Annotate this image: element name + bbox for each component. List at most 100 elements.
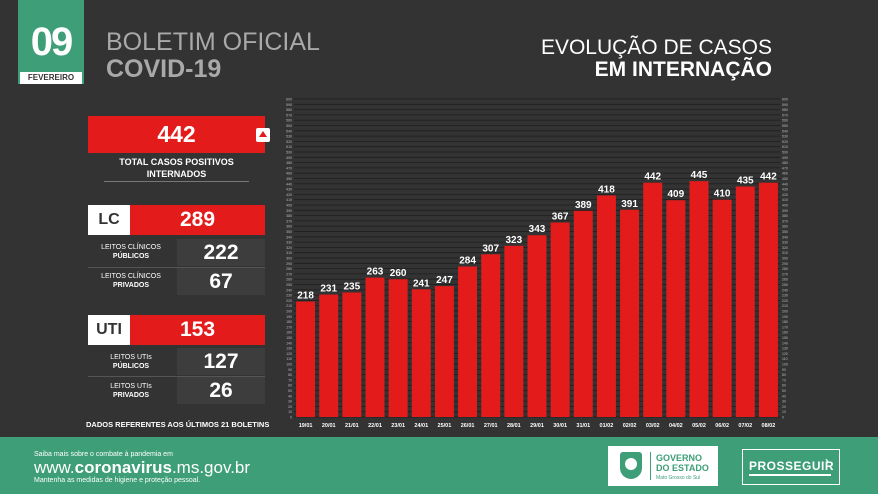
uti-public-value: 127	[177, 348, 265, 375]
y-tick-label-right: 140	[782, 341, 788, 345]
y-tick-label-right: 500	[782, 151, 788, 155]
y-tick-label-left: 20	[288, 405, 292, 409]
y-tick-label-left: 410	[286, 198, 292, 202]
y-tick-label-left: 280	[286, 267, 292, 271]
y-tick-label-right: 300	[782, 257, 788, 261]
y-tick-label-left: 170	[286, 325, 292, 329]
lc-public-label: LEITOS CLÍNICOS PÚBLICOS	[88, 243, 174, 261]
bar	[296, 301, 316, 417]
bar	[596, 195, 616, 417]
lc-tag: LC	[88, 205, 130, 235]
y-tick-label-right: 60	[782, 384, 786, 388]
x-tick-label: 05/02	[692, 423, 706, 429]
footer-url[interactable]: www.coronavirus.ms.gov.br	[34, 458, 250, 478]
url-bold: coronavirus	[74, 458, 172, 477]
y-tick-label-right: 250	[782, 283, 788, 287]
y-tick-label-left: 370	[286, 219, 292, 223]
footer-info: Saiba mais sobre o combate à pandemia em	[34, 451, 173, 458]
bar	[573, 210, 593, 417]
divider	[104, 181, 249, 182]
url-prefix: www.	[34, 458, 75, 477]
y-tick-label-left: 150	[286, 336, 292, 340]
data-label: 367	[552, 211, 569, 222]
y-tick-label-right: 410	[782, 198, 788, 202]
divider	[749, 474, 831, 476]
x-tick-label: 31/01	[576, 423, 590, 429]
x-tick-label: 29/01	[530, 423, 544, 429]
y-tick-label-right: 370	[782, 219, 788, 223]
y-tick-label-right: 320	[782, 246, 788, 250]
y-tick-label-left: 470	[286, 166, 292, 170]
y-tick-label-left: 120	[286, 352, 292, 356]
y-tick-label-right: 0	[782, 416, 784, 420]
uti-public-label: LEITOS UTIs PÚBLICOS	[88, 353, 174, 371]
y-tick-label-right: 50	[782, 389, 786, 393]
bar	[620, 209, 640, 417]
y-tick-label-left: 70	[288, 378, 292, 382]
y-tick-label-left: 250	[286, 283, 292, 287]
y-tick-label-right: 230	[782, 294, 788, 298]
y-tick-label-left: 160	[286, 331, 292, 335]
date-day: 09	[30, 20, 74, 64]
x-tick-label: 30/01	[553, 423, 567, 429]
y-tick-label-left: 460	[286, 172, 292, 176]
lc-public-label-line2: PÚBLICOS	[112, 253, 150, 260]
date-badge: 09 FEVEREIRO	[18, 0, 84, 84]
uti-public-label-line2: PÚBLICOS	[112, 363, 150, 370]
y-tick-label-right: 600	[782, 98, 788, 102]
y-tick-label-left: 270	[286, 272, 292, 276]
bar	[712, 199, 732, 417]
y-tick-label-left: 510	[286, 145, 292, 149]
y-tick-label-right: 290	[782, 262, 788, 266]
y-tick-label-left: 230	[286, 294, 292, 298]
y-tick-label-left: 300	[286, 257, 292, 261]
gov-sub: Mato Grosso do Sul	[656, 475, 701, 481]
chart-title-line2: EM INTERNAÇÃO	[594, 58, 772, 81]
bulletin-title: BOLETIM OFICIAL COVID-19	[106, 29, 320, 83]
x-tick-label: 26/01	[461, 423, 475, 429]
y-tick-label-left: 390	[286, 209, 292, 213]
y-tick-label-right: 380	[782, 214, 788, 218]
y-tick-label-left: 260	[286, 278, 292, 282]
y-tick-label-left: 340	[286, 235, 292, 239]
x-tick-label: 27/01	[484, 423, 498, 429]
data-label: 218	[297, 290, 314, 301]
y-tick-label-left: 450	[286, 177, 292, 181]
y-tick-label-left: 320	[286, 246, 292, 250]
prosseguir-logo: PROSSEGUIR ›	[742, 449, 840, 485]
uti-private-label: LEITOS UTIs PRIVADOS	[88, 382, 174, 400]
y-tick-label-right: 570	[782, 113, 788, 117]
data-label: 389	[575, 200, 592, 211]
y-tick-label-right: 580	[782, 108, 788, 112]
y-tick-label-right: 260	[782, 278, 788, 282]
data-label: 409	[668, 189, 685, 200]
lc-private-label-line1: LEITOS CLÍNICOS	[101, 273, 161, 280]
government-logo: GOVERNO DO ESTADO Mato Grosso do Sul	[608, 446, 718, 486]
title-line1: BOLETIM OFICIAL	[106, 28, 320, 56]
x-tick-label: 24/01	[414, 423, 428, 429]
uti-private-label-line1: LEITOS UTIs	[110, 383, 152, 390]
bar	[411, 289, 431, 417]
y-tick-label-left: 90	[288, 368, 292, 372]
data-label: 231	[320, 284, 337, 295]
y-tick-label-right: 350	[782, 230, 788, 234]
x-tick-label: 22/01	[368, 423, 382, 429]
y-tick-label-right: 310	[782, 251, 788, 255]
y-tick-label-left: 590	[286, 103, 292, 107]
lc-private-label: LEITOS CLÍNICOS PRIVADOS	[88, 272, 174, 290]
y-tick-label-right: 470	[782, 166, 788, 170]
y-tick-label-left: 360	[286, 225, 292, 229]
y-tick-label-left: 580	[286, 108, 292, 112]
uti-private-label-line2: PRIVADOS	[112, 392, 150, 399]
y-tick-label-right: 280	[782, 267, 788, 271]
data-label: 442	[760, 172, 777, 183]
y-tick-label-right: 40	[782, 394, 786, 398]
lc-public-label-line1: LEITOS CLÍNICOS	[101, 244, 161, 251]
crest-icon	[620, 452, 642, 479]
y-tick-label-right: 120	[782, 352, 788, 356]
x-tick-label: 25/01	[438, 423, 452, 429]
data-label: 435	[737, 175, 754, 186]
y-tick-label-right: 110	[782, 357, 788, 361]
lc-public-value: 222	[177, 239, 265, 266]
